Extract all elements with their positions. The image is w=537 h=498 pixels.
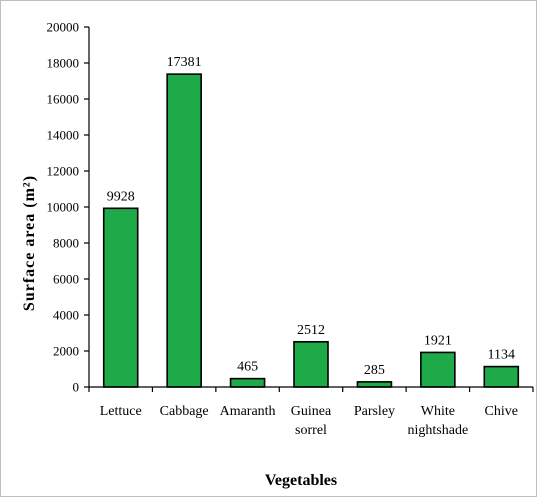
y-tick-label: 2000: [53, 344, 79, 359]
bar: [483, 365, 520, 388]
bar: [420, 351, 456, 388]
data-label: 465: [237, 360, 258, 375]
y-tick-label: 10000: [47, 200, 80, 215]
y-tick-label: 18000: [47, 56, 80, 71]
bar: [166, 73, 202, 388]
x-category-label: Chive: [485, 404, 518, 419]
y-tick-label: 8000: [53, 236, 79, 251]
data-label: 1134: [488, 348, 515, 363]
x-category-label: Parsley: [354, 404, 395, 419]
x-axis-title: Vegetables: [265, 472, 337, 489]
y-tick-label: 16000: [47, 92, 80, 107]
x-category-label: sorrel: [295, 423, 327, 438]
bars: [102, 73, 520, 388]
y-tick-label: 0: [73, 380, 80, 395]
y-tick-label: 12000: [47, 164, 80, 179]
x-category-label: Amaranth: [220, 404, 276, 419]
x-category-label: nightshade: [408, 423, 469, 438]
y-axis-title: Surface area (m²): [21, 175, 38, 311]
x-category-label: Guinea: [291, 404, 332, 419]
bar: [102, 207, 139, 388]
data-labels: 9928 17381 465 2512 285 1921 1134: [107, 55, 515, 378]
y-tick-label: 14000: [47, 128, 80, 143]
data-label: 1921: [424, 333, 452, 348]
x-axis-categories: Lettuce Cabbage Amaranth Guinea sorrel Parsle…: [88, 387, 534, 438]
data-label: 17381: [167, 55, 202, 70]
x-category-label: Lettuce: [100, 404, 142, 419]
bar: [356, 381, 393, 388]
x-category-label: White: [421, 404, 455, 419]
y-tick-label: 20000: [47, 20, 80, 35]
bar: [293, 340, 329, 388]
x-category-label: Cabbage: [160, 404, 209, 419]
y-tick-label: 6000: [53, 272, 79, 287]
data-label: 9928: [107, 189, 135, 204]
bar: [229, 377, 266, 388]
data-label: 285: [364, 363, 385, 378]
y-tick-label: 4000: [53, 308, 79, 323]
y-axis-ticks: 0 2000 4000 6000 8000 10000 12000 14000 16000 180…: [47, 20, 89, 395]
data-label: 2512: [297, 323, 325, 338]
